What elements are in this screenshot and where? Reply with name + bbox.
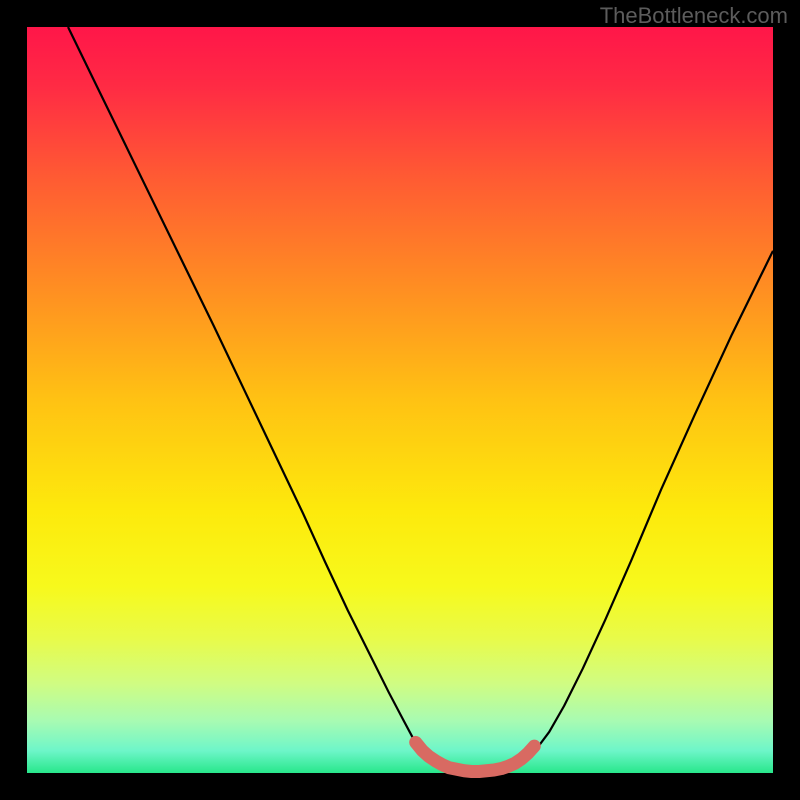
chart-canvas: TheBottleneck.com xyxy=(0,0,800,800)
plot-area xyxy=(27,27,773,773)
watermark-text: TheBottleneck.com xyxy=(600,3,788,29)
chart-svg xyxy=(0,0,800,800)
